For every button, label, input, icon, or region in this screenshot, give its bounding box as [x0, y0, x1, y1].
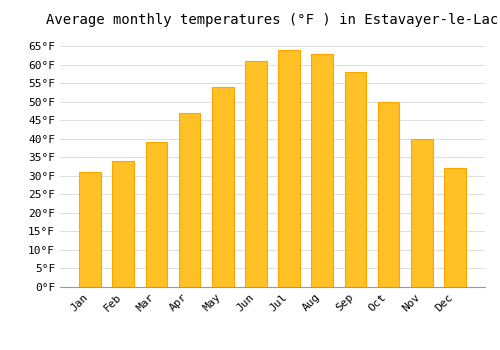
Bar [146, 142, 167, 287]
Title: Average monthly temperatures (°F ) in Estavayer-le-Lac: Average monthly temperatures (°F ) in Es… [46, 13, 498, 27]
Bar [80, 172, 101, 287]
Bar [179, 113, 201, 287]
Bar [112, 161, 134, 287]
Bar [444, 168, 466, 287]
Bar [411, 139, 432, 287]
Bar [344, 72, 366, 287]
Bar [312, 54, 333, 287]
Bar [245, 61, 266, 287]
Bar [378, 102, 400, 287]
Bar [278, 50, 300, 287]
Bar [212, 87, 234, 287]
